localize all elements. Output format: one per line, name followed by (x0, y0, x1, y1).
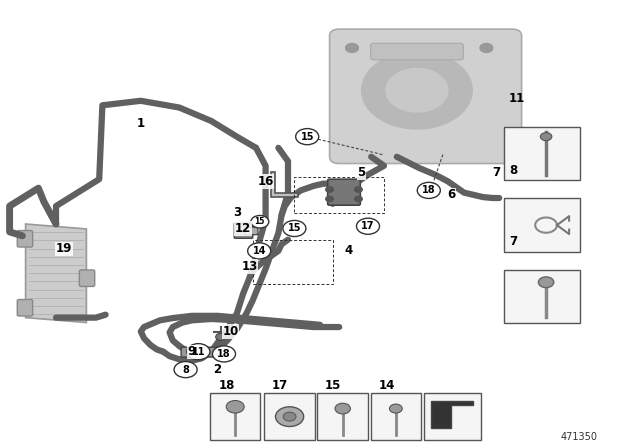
Circle shape (480, 43, 493, 52)
Circle shape (356, 218, 380, 234)
Text: 7: 7 (492, 166, 500, 179)
Polygon shape (431, 401, 473, 428)
FancyBboxPatch shape (504, 198, 580, 252)
Text: 6: 6 (447, 188, 455, 202)
Text: 13: 13 (241, 260, 258, 273)
Circle shape (389, 404, 402, 413)
Text: 471350: 471350 (561, 432, 598, 442)
Circle shape (283, 220, 306, 237)
Text: 17: 17 (272, 379, 288, 392)
Text: 2: 2 (214, 363, 221, 376)
Circle shape (346, 43, 358, 52)
Circle shape (174, 362, 197, 378)
FancyBboxPatch shape (17, 300, 33, 316)
FancyBboxPatch shape (181, 347, 219, 357)
Circle shape (216, 333, 226, 340)
Text: 15: 15 (325, 379, 342, 392)
FancyBboxPatch shape (79, 270, 95, 286)
Text: 11: 11 (191, 347, 205, 357)
Circle shape (251, 215, 269, 228)
Text: 5: 5 (358, 166, 365, 179)
Circle shape (212, 346, 236, 362)
FancyBboxPatch shape (17, 231, 33, 247)
Circle shape (283, 412, 296, 421)
Text: 18: 18 (219, 379, 236, 392)
Text: 17: 17 (361, 221, 375, 231)
FancyBboxPatch shape (371, 393, 421, 440)
Circle shape (538, 277, 554, 288)
Text: 15: 15 (300, 132, 314, 142)
Text: 3: 3 (233, 206, 241, 220)
Circle shape (335, 403, 351, 414)
Circle shape (326, 196, 333, 202)
FancyBboxPatch shape (234, 223, 253, 238)
Text: 16: 16 (257, 175, 274, 188)
Circle shape (296, 129, 319, 145)
FancyBboxPatch shape (424, 393, 481, 440)
Text: 14: 14 (252, 246, 266, 256)
Circle shape (362, 52, 472, 129)
Circle shape (417, 182, 440, 198)
Text: 8: 8 (509, 164, 517, 177)
Text: 9: 9 (188, 345, 196, 358)
FancyBboxPatch shape (317, 393, 368, 440)
Circle shape (227, 401, 244, 413)
FancyBboxPatch shape (371, 43, 463, 60)
Circle shape (355, 196, 362, 202)
Text: 15: 15 (255, 217, 265, 226)
Text: 14: 14 (378, 379, 395, 392)
Text: 11: 11 (509, 92, 525, 105)
FancyBboxPatch shape (504, 270, 580, 323)
Text: 7: 7 (509, 235, 517, 248)
Circle shape (540, 133, 552, 141)
FancyBboxPatch shape (245, 227, 258, 235)
Circle shape (355, 187, 362, 192)
Text: 19: 19 (56, 242, 72, 255)
Text: 1: 1 (137, 116, 145, 130)
Polygon shape (271, 172, 298, 197)
Text: 12: 12 (235, 222, 252, 235)
Text: 4: 4 (345, 244, 353, 258)
Text: 10: 10 (222, 325, 239, 338)
Polygon shape (26, 224, 86, 323)
FancyBboxPatch shape (330, 29, 522, 164)
Text: 18: 18 (217, 349, 231, 359)
Circle shape (275, 407, 303, 426)
Circle shape (326, 187, 333, 192)
Text: 8: 8 (182, 365, 189, 375)
FancyBboxPatch shape (210, 393, 260, 440)
FancyBboxPatch shape (504, 127, 580, 180)
Circle shape (187, 344, 210, 360)
Circle shape (386, 69, 448, 112)
FancyBboxPatch shape (264, 393, 315, 440)
Text: 15: 15 (287, 224, 301, 233)
Text: 18: 18 (422, 185, 436, 195)
Circle shape (248, 243, 271, 259)
FancyBboxPatch shape (328, 179, 360, 205)
